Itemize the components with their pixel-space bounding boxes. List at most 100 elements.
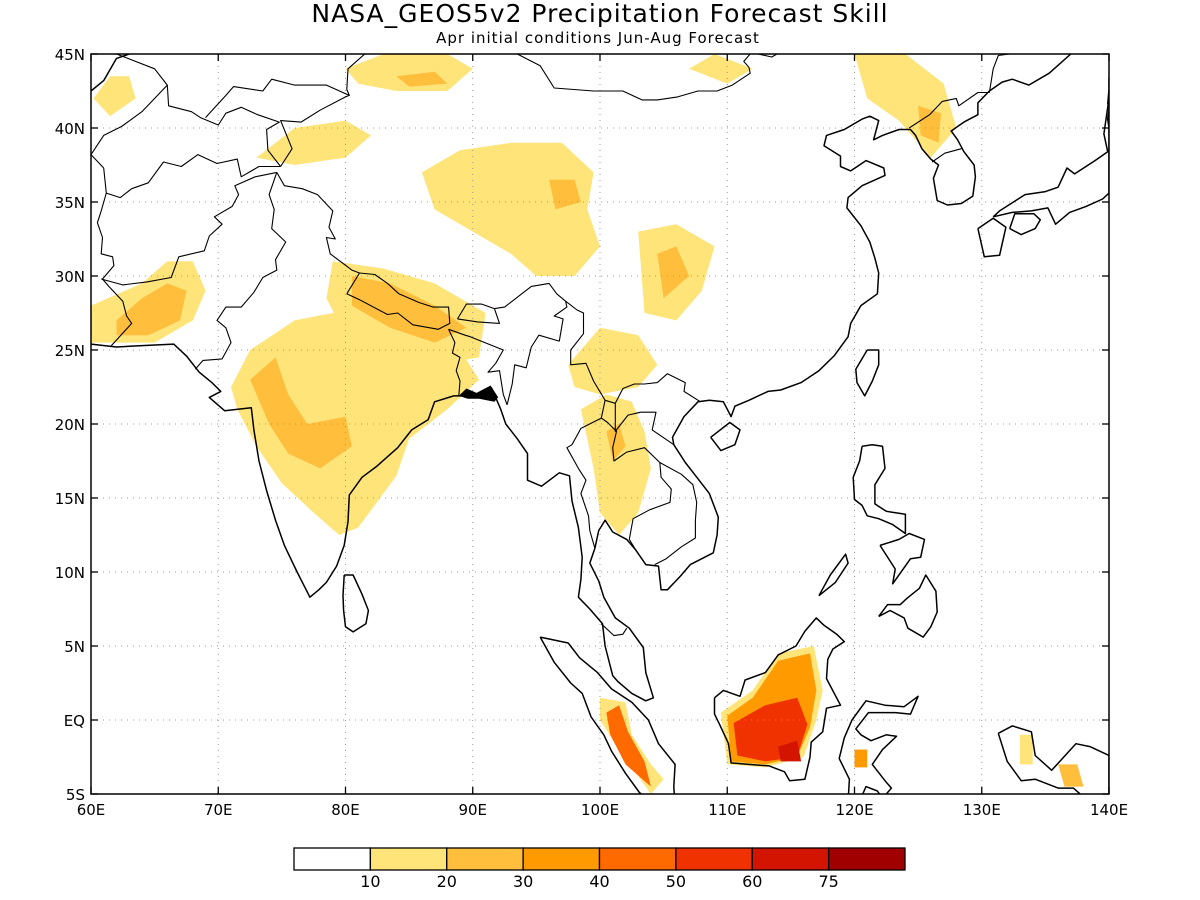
country-border bbox=[448, 328, 508, 405]
skill-region-7 bbox=[421, 142, 600, 276]
axis-ticks: 60E 70E 80E 90E 100E 110E 120E 130E 140E 5S EQ 5N 10… bbox=[55, 46, 1128, 819]
skill-shading-layer bbox=[91, 54, 1084, 794]
coastline bbox=[992, 97, 1109, 225]
country-border bbox=[106, 154, 281, 199]
lon-tick-label: 90E bbox=[458, 801, 487, 819]
country-border bbox=[205, 54, 366, 118]
colorbar-label: 30 bbox=[513, 872, 533, 891]
lon-tick-label: 100E bbox=[581, 801, 619, 819]
country-border bbox=[194, 172, 287, 370]
colorbar-swatch bbox=[446, 847, 524, 871]
coastline bbox=[91, 54, 1072, 702]
skill-region-26 bbox=[854, 749, 868, 768]
colorbar-legend: 10 20 30 40 50 60 75 bbox=[293, 847, 906, 891]
colorbar-swatch bbox=[293, 847, 372, 871]
colorbar-swatch bbox=[675, 847, 753, 871]
skill-region-18 bbox=[918, 105, 941, 143]
lat-tick-label: EQ bbox=[64, 712, 85, 730]
lat-tick-label: 40N bbox=[55, 120, 85, 138]
coastline bbox=[539, 636, 676, 794]
lon-tick-label: 120E bbox=[835, 801, 873, 819]
country-border bbox=[614, 403, 675, 446]
coastline bbox=[855, 349, 880, 397]
lat-tick-label: 30N bbox=[55, 268, 85, 286]
coastline bbox=[838, 695, 919, 794]
skill-region-15 bbox=[580, 394, 651, 535]
delta-fill bbox=[458, 385, 499, 402]
colorbar-label: 50 bbox=[666, 872, 686, 891]
skill-region-21 bbox=[606, 705, 651, 787]
map-plot-area bbox=[91, 54, 1109, 794]
country-border bbox=[276, 172, 360, 274]
colorbar-swatch bbox=[751, 847, 830, 871]
lon-tick-label: 110E bbox=[708, 801, 746, 819]
country-border bbox=[96, 167, 133, 348]
lon-tick-label: 130E bbox=[963, 801, 1001, 819]
lat-tick-label: 15N bbox=[55, 490, 85, 508]
country-border bbox=[654, 462, 698, 566]
map-subtitle: Apr initial conditions Jun-Aug Forecast bbox=[436, 29, 760, 47]
coastline bbox=[1008, 213, 1042, 236]
country-border bbox=[448, 329, 461, 396]
skill-region-2 bbox=[93, 76, 136, 117]
skill-region-16 bbox=[606, 424, 626, 461]
country-border bbox=[988, 54, 1014, 93]
coastline bbox=[852, 443, 907, 535]
country-border bbox=[494, 282, 568, 405]
colorbar-swatch bbox=[827, 847, 906, 871]
country-border bbox=[346, 272, 451, 330]
lon-tick-label: 70E bbox=[204, 801, 233, 819]
skill-region-6 bbox=[351, 276, 467, 343]
colorbar-label: 75 bbox=[818, 872, 838, 891]
country-border bbox=[91, 84, 282, 169]
skill-region-27 bbox=[1019, 734, 1033, 765]
lon-tick-label: 140E bbox=[1090, 801, 1128, 819]
coastline bbox=[710, 421, 741, 452]
country-border bbox=[280, 94, 350, 167]
coastline bbox=[878, 574, 938, 638]
country-border bbox=[600, 623, 628, 637]
country-border bbox=[101, 171, 277, 286]
skill-region-25 bbox=[778, 740, 802, 762]
skill-region-8 bbox=[549, 179, 581, 210]
colorbar-label: 20 bbox=[437, 872, 457, 891]
lon-tick-label: 60E bbox=[77, 801, 106, 819]
coastline bbox=[997, 725, 1109, 794]
skill-region-9 bbox=[256, 120, 371, 165]
lat-tick-label: 35N bbox=[55, 194, 85, 212]
map-title: NASA_GEOS5v2 Precipitation Forecast Skil… bbox=[311, 0, 888, 28]
lat-tick-label: 5N bbox=[64, 638, 85, 656]
coastline bbox=[342, 574, 370, 633]
lat-tick-label: 45N bbox=[55, 46, 85, 64]
skill-region-14 bbox=[657, 246, 690, 299]
country-border bbox=[565, 300, 701, 404]
lat-tick-label: 10N bbox=[55, 564, 85, 582]
country-border bbox=[931, 148, 962, 163]
colorbar-label: 40 bbox=[589, 872, 609, 891]
skill-region-1 bbox=[116, 283, 187, 336]
skill-region-11 bbox=[396, 71, 448, 87]
country-border bbox=[116, 54, 168, 86]
coastline bbox=[1106, 77, 1109, 105]
coastline bbox=[879, 532, 926, 585]
coastline bbox=[818, 553, 849, 597]
lon-tick-label: 80E bbox=[331, 801, 360, 819]
coastline bbox=[977, 217, 1007, 258]
colorbar-swatch bbox=[369, 847, 448, 871]
skill-region-4 bbox=[250, 357, 352, 469]
colorbar-label: 10 bbox=[360, 872, 380, 891]
skill-region-12 bbox=[568, 327, 658, 395]
coastline bbox=[713, 617, 846, 782]
country-border bbox=[510, 54, 779, 101]
lat-tick-label: 25N bbox=[55, 342, 85, 360]
lat-tick-label: 20N bbox=[55, 416, 85, 434]
coastlines-layer bbox=[91, 54, 1109, 794]
skill-region-19 bbox=[689, 54, 753, 84]
country-border bbox=[908, 91, 990, 129]
colorbar-swatch bbox=[598, 847, 677, 871]
skill-region-28 bbox=[1058, 764, 1084, 787]
country-border bbox=[566, 400, 606, 549]
colorbar-label: 60 bbox=[742, 872, 762, 891]
colorbar-swatch bbox=[522, 847, 601, 871]
